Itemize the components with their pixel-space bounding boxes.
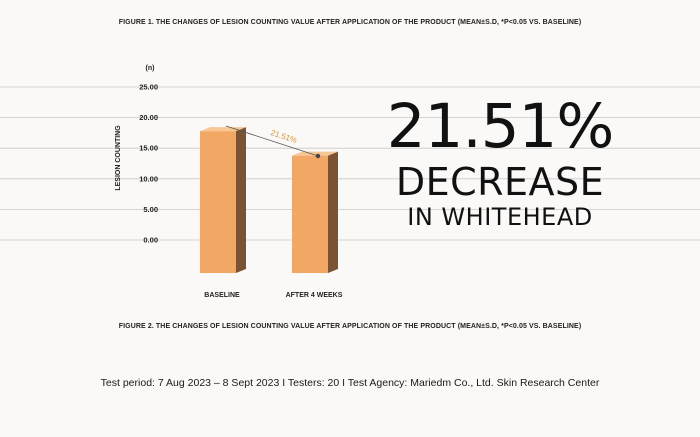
bar-side-face [236, 127, 246, 273]
bar-baseline [200, 127, 246, 273]
chart-gridlines [0, 86, 700, 241]
annotation-dot [315, 153, 321, 159]
headline-whitehead: IN WHITEHEAD [407, 203, 593, 231]
headline-decrease: DECREASE [395, 160, 605, 204]
y-tick-label: 5.00 [143, 205, 158, 214]
bar-after-4-weeks [292, 151, 338, 273]
bar-front-face [292, 155, 328, 273]
figure-caption-bottom: FIGURE 2. THE CHANGES OF LESION COUNTING… [118, 323, 582, 330]
bar-side-face [328, 151, 338, 273]
y-tick-label: 25.00 [139, 83, 158, 92]
bar-top-face [292, 151, 338, 156]
bar-top-face [200, 127, 246, 132]
y-tick-label: 10.00 [139, 174, 158, 183]
y-axis-ticks: 25.00 20.00 15.00 10.00 5.00 0.00 [139, 83, 158, 245]
y-tick-label: 15.00 [139, 144, 158, 153]
y-tick-label: 0.00 [143, 236, 158, 245]
x-axis-labels: BASELINE AFTER 4 WEEKS [204, 292, 342, 299]
y-axis-label: LESION COUNTING [115, 125, 122, 191]
chart-bars [200, 127, 338, 273]
test-info-footer: Test period: 7 Aug 2023 – 8 Sept 2023 I … [100, 377, 600, 389]
y-unit-label: (n) [146, 65, 155, 72]
x-tick-label: BASELINE [204, 292, 240, 299]
y-tick-label: 20.00 [139, 113, 158, 122]
headline-percent: 21.51% [386, 91, 615, 162]
bar-front-face [200, 131, 236, 273]
annotation-line [225, 125, 319, 157]
figure-caption-top: FIGURE 1. THE CHANGES OF LESION COUNTING… [118, 19, 582, 26]
annotation-percent: 21.51% [269, 128, 298, 145]
x-tick-label: AFTER 4 WEEKS [286, 292, 343, 299]
